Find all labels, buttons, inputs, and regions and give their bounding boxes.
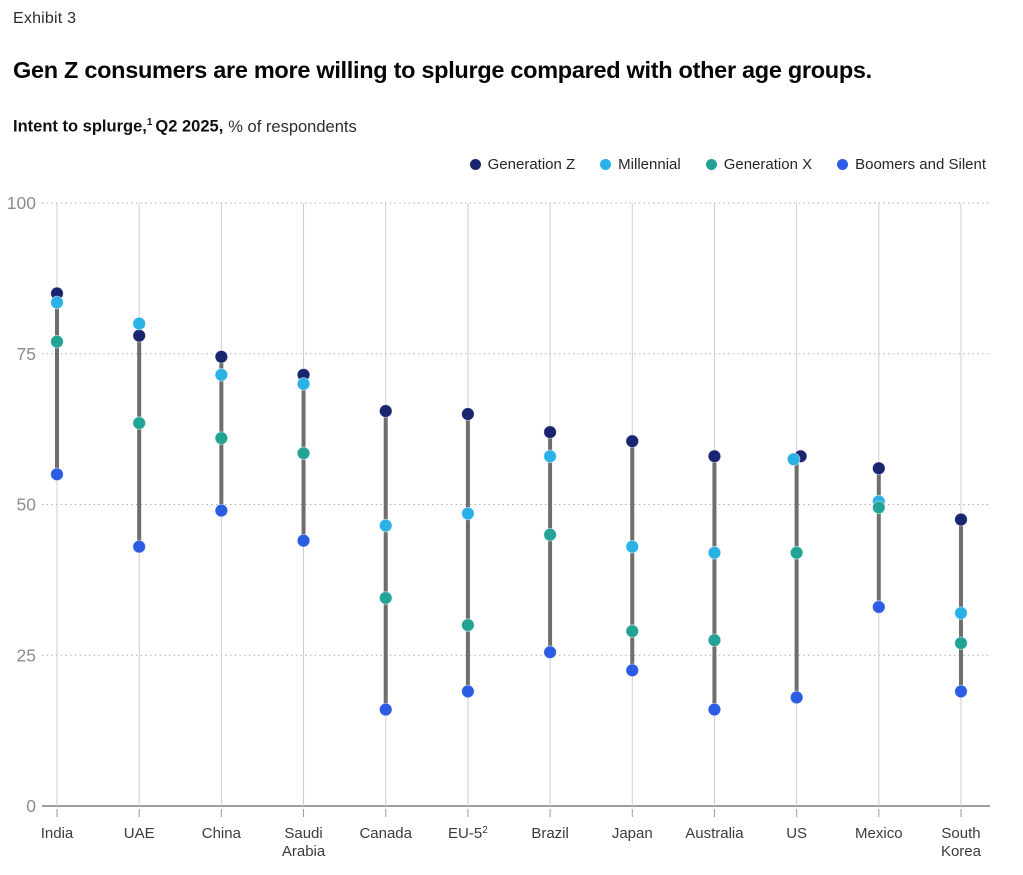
dot-generation-z — [461, 407, 475, 421]
dot-generation-z — [379, 404, 393, 418]
y-tick-label: 25 — [17, 645, 36, 665]
legend-item-millennial: Millennial — [600, 156, 681, 173]
dot-generation-x — [214, 431, 229, 445]
subtitle-measure: Intent to splurge, — [13, 117, 147, 136]
dot-generation-z — [214, 350, 229, 364]
category-label: China — [202, 825, 242, 842]
y-tick-label: 75 — [17, 344, 36, 364]
y-tick-label: 0 — [26, 796, 36, 816]
dot-boomers-and-silent — [872, 600, 886, 614]
dot-generation-z — [872, 461, 886, 476]
dot-millennial — [50, 295, 64, 310]
y-tick-label: 100 — [7, 193, 36, 213]
legend-item-generation-z: Generation Z — [469, 156, 576, 173]
legend-item-generation-x: Generation X — [705, 156, 813, 173]
chart-subtitle: Intent to splurge,1 Q2 2025,% of responde… — [13, 117, 357, 137]
dot-boomers-and-silent — [625, 663, 639, 678]
legend-dot-icon — [837, 159, 849, 170]
dot-generation-z — [543, 425, 557, 439]
dot-millennial — [296, 377, 311, 391]
dot-boomers-and-silent — [543, 645, 557, 659]
dot-boomers-and-silent — [296, 533, 311, 548]
dot-generation-z — [132, 328, 146, 343]
dot-generation-z — [625, 434, 639, 448]
dot-boomers-and-silent — [707, 702, 722, 717]
legend-label: Boomers and Silent — [855, 156, 986, 173]
dot-millennial — [954, 606, 968, 620]
dot-generation-x — [707, 633, 722, 647]
dot-millennial — [461, 506, 475, 521]
dot-generation-x — [296, 446, 311, 460]
category-label: Japan — [612, 825, 653, 842]
dot-generation-x — [50, 334, 64, 349]
dot-boomers-and-silent — [132, 540, 146, 554]
exhibit-label: Exhibit 3 — [13, 10, 77, 27]
dot-generation-x — [625, 624, 639, 638]
dot-boomers-and-silent — [789, 690, 804, 705]
legend-label: Millennial — [618, 156, 681, 173]
dot-millennial — [543, 449, 557, 463]
dot-generation-x — [789, 546, 804, 560]
subtitle-unit: % of respondents — [228, 117, 357, 136]
dot-generation-x — [132, 416, 146, 430]
category-label: Australia — [685, 825, 744, 842]
dot-generation-x — [872, 500, 886, 515]
legend-item-boomers-and-silent: Boomers and Silent — [837, 156, 986, 173]
legend-dot-icon — [705, 159, 717, 170]
dot-generation-z — [707, 449, 722, 463]
dot-millennial — [707, 546, 722, 560]
legend-dot-icon — [600, 159, 612, 170]
category-label: UAE — [124, 825, 155, 842]
dot-boomers-and-silent — [954, 684, 968, 699]
category-label: India — [41, 825, 74, 842]
legend-label: Generation X — [723, 156, 813, 173]
category-label: US — [786, 825, 807, 842]
dot-boomers-and-silent — [214, 503, 229, 518]
subtitle-period: Q2 2025, — [155, 117, 224, 136]
category-label: South Korea — [941, 825, 982, 860]
category-label: Canada — [359, 825, 412, 842]
dot-generation-x — [379, 591, 393, 605]
legend-label: Generation Z — [487, 156, 576, 173]
dot-generation-x — [954, 636, 968, 650]
dot-generation-x — [543, 527, 557, 542]
dot-boomers-and-silent — [379, 702, 393, 717]
dot-generation-z — [954, 512, 968, 527]
dot-boomers-and-silent — [50, 467, 64, 482]
category-label: Brazil — [531, 825, 569, 842]
category-label: EU-52 — [448, 825, 488, 842]
legend-dot-icon — [469, 159, 481, 170]
category-label: Saudi Arabia — [282, 825, 326, 860]
category-label: Mexico — [855, 825, 903, 842]
dot-millennial — [379, 518, 393, 533]
dot-millennial — [132, 316, 146, 331]
dot-generation-x — [461, 618, 475, 632]
page-title: Gen Z consumers are more willing to splu… — [13, 57, 872, 83]
y-tick-label: 50 — [17, 495, 37, 515]
dot-millennial — [786, 452, 801, 466]
dot-millennial — [214, 368, 229, 382]
dot-boomers-and-silent — [461, 684, 475, 699]
footnote-1-marker: 1 — [146, 117, 153, 128]
legend: Generation Z Millennial Generation X Boomer… — [469, 156, 986, 173]
dot-millennial — [625, 540, 639, 554]
